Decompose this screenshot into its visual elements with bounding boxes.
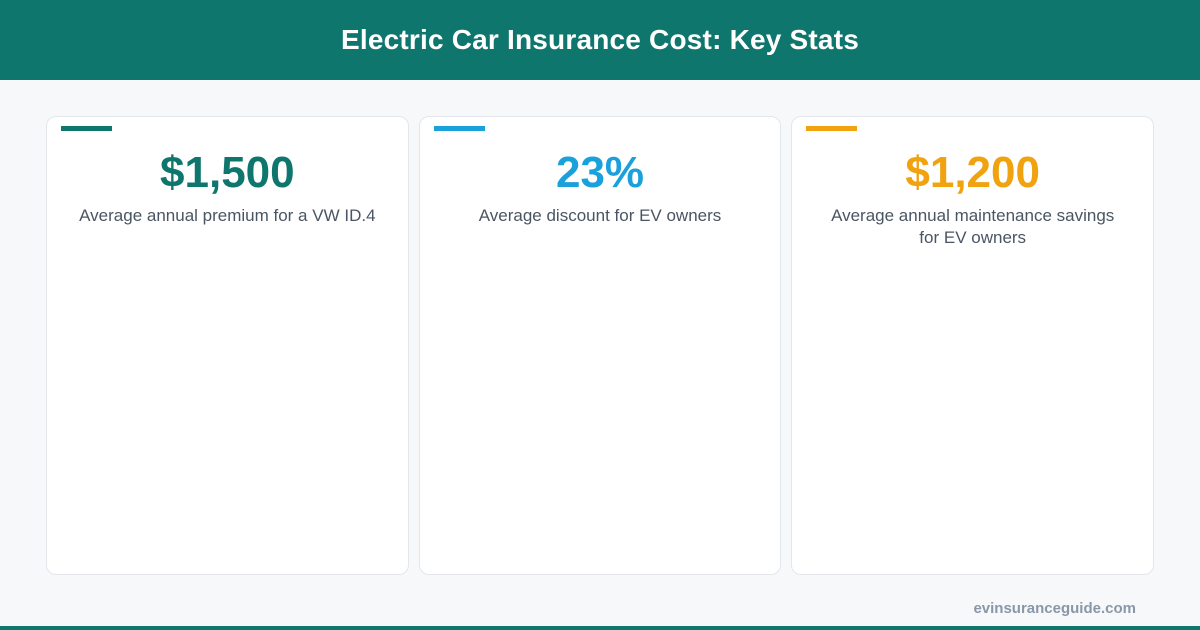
stat-value: 23% xyxy=(555,148,645,197)
stat-card-discount: 23% Average discount for EV owners xyxy=(418,116,782,575)
header-bar: Electric Car Insurance Cost: Key Stats xyxy=(0,0,1200,80)
stat-value: $1,500 xyxy=(160,148,295,197)
card-accent-bar xyxy=(61,126,112,131)
stat-description: Average discount for EV owners xyxy=(434,205,767,227)
card-accent-bar xyxy=(433,126,485,131)
footer-site-link[interactable]: evinsuranceguide.com xyxy=(973,600,1136,617)
stat-description-line: Average annual maintenance savings xyxy=(831,206,1115,225)
stat-description-line: Average annual premium for a VW ID.4 xyxy=(79,206,376,225)
stat-description-line: Average discount for EV owners xyxy=(478,206,722,225)
card-accent-bar xyxy=(806,126,858,131)
stat-description: Average annual maintenance savings for E… xyxy=(806,205,1139,249)
stat-card-premium: $1,500 Average annual premium for a VW I… xyxy=(46,116,409,575)
stat-description: Average annual premium for a VW ID.4 xyxy=(61,205,394,227)
bottom-accent-bar xyxy=(0,626,1200,630)
stat-card-maintenance: $1,200 Average annual maintenance saving… xyxy=(791,116,1155,575)
stats-cards: $1,500 Average annual premium for a VW I… xyxy=(46,116,1155,575)
page-title: Electric Car Insurance Cost: Key Stats xyxy=(340,24,859,55)
stat-description-line: for EV owners xyxy=(919,228,1027,247)
stat-value: $1,200 xyxy=(905,148,1040,197)
